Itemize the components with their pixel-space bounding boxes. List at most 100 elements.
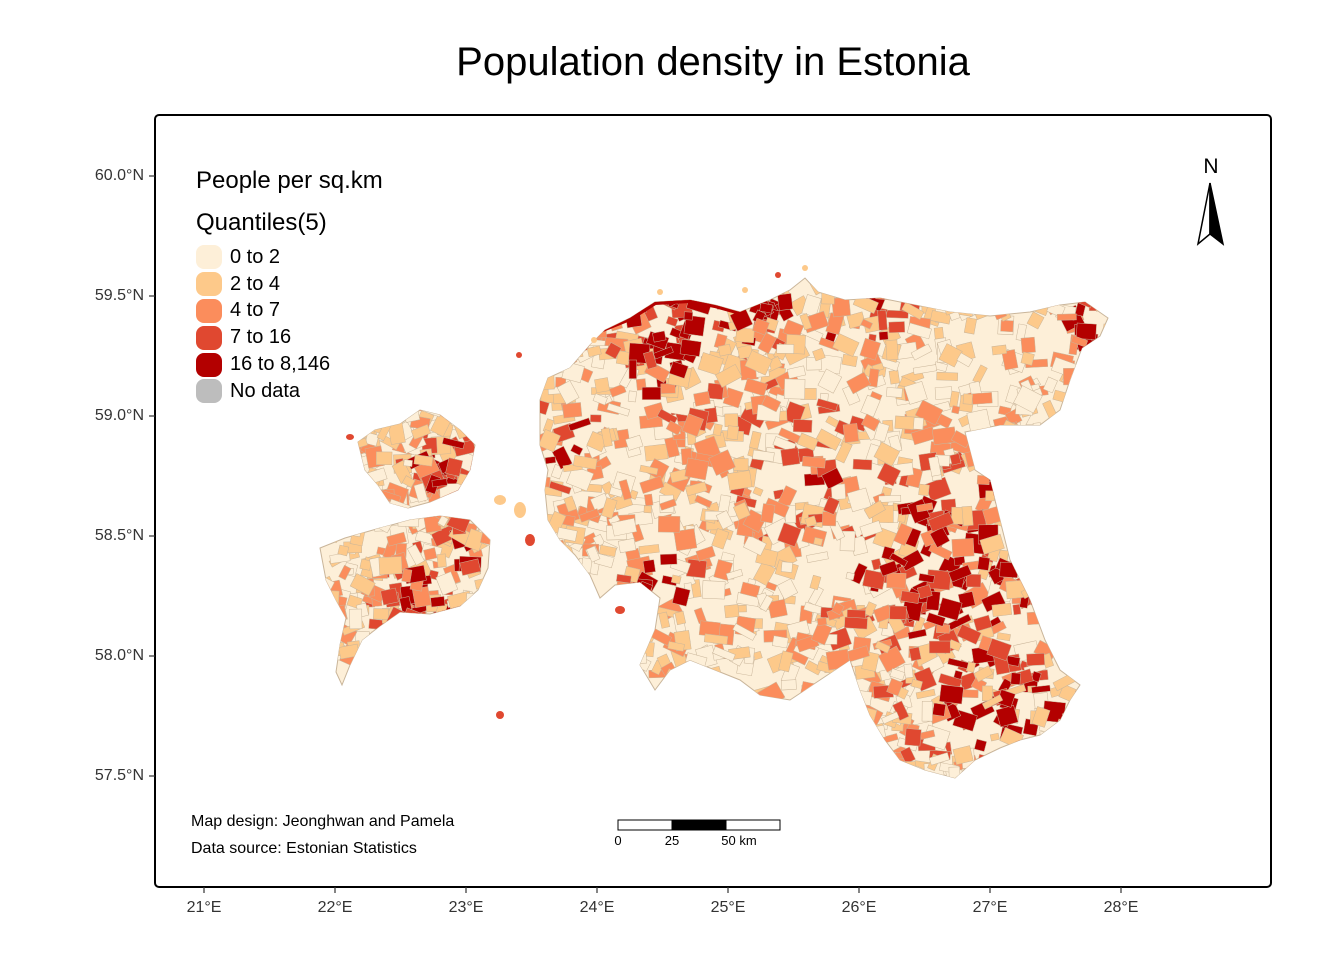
municipality-area: [886, 387, 903, 398]
municipality-area: [759, 719, 778, 737]
municipality-area: [1058, 443, 1076, 461]
legend-item: 7 to 16: [196, 324, 383, 351]
municipality-area: [594, 604, 606, 620]
municipality-area: [743, 534, 767, 556]
municipality-area: [812, 768, 835, 778]
municipality-area: [983, 436, 1010, 458]
municipality-area: [540, 428, 561, 453]
municipality-area: [832, 333, 860, 357]
municipality-area: [386, 531, 407, 547]
municipality-area: [893, 522, 913, 546]
municipality-area: [551, 642, 573, 657]
municipality-area: [556, 754, 566, 765]
municipality-area: [412, 613, 425, 626]
municipality-area: [642, 559, 656, 574]
municipality-area: [603, 291, 627, 307]
municipality-area: [1048, 503, 1061, 519]
municipality-area: [808, 725, 825, 737]
municipality-area: [701, 580, 726, 600]
municipality-area: [448, 410, 460, 422]
municipality-area: [1075, 410, 1102, 429]
municipality-area: [768, 704, 783, 718]
municipality-area: [735, 327, 755, 344]
municipality-area: [540, 680, 554, 703]
municipality-area: [986, 638, 1012, 662]
municipality-area: [683, 687, 700, 701]
municipality-area: [732, 623, 757, 641]
municipality-area: [540, 476, 551, 488]
municipality-area: [1052, 419, 1072, 442]
north-arrow-icon: [1196, 182, 1225, 246]
municipality-area: [724, 413, 739, 428]
municipality-area: [358, 498, 371, 508]
municipality-area: [913, 417, 924, 430]
municipality-area: [345, 675, 357, 685]
municipality-area: [831, 601, 845, 616]
municipality-area: [831, 736, 854, 748]
municipality-area: [1047, 500, 1069, 516]
municipality-area: [367, 516, 389, 529]
municipality-area: [540, 760, 552, 773]
municipality-area: [1026, 311, 1045, 330]
scale-label: 25: [664, 833, 680, 848]
municipality-area: [693, 391, 711, 407]
municipality-area: [686, 558, 708, 579]
municipality-area: [903, 663, 914, 679]
municipality-area: [894, 415, 917, 430]
credit-design: Map design: Jeonghwan and Pamela: [191, 813, 455, 830]
municipality-area: [968, 763, 987, 778]
municipality-area: [995, 704, 1019, 728]
municipality-area: [735, 735, 749, 748]
small-island: [802, 265, 808, 271]
municipality-area: [806, 551, 829, 563]
municipality-area: [320, 532, 332, 542]
municipality-area: [1060, 278, 1091, 299]
municipality-area: [1082, 503, 1107, 527]
municipality-area: [591, 731, 615, 754]
municipality-area: [600, 710, 627, 731]
municipality-area: [414, 653, 432, 674]
legend-label: No data: [230, 379, 301, 402]
municipality-area: [949, 453, 962, 466]
municipality-area: [1061, 708, 1081, 729]
municipality-area: [323, 654, 336, 672]
municipality-area: [358, 425, 362, 442]
municipality-area: [666, 742, 680, 757]
municipality-area: [1095, 589, 1106, 601]
municipality-area: [369, 631, 380, 645]
municipality-area: [903, 380, 928, 405]
municipality-area: [1084, 391, 1107, 404]
municipality-area: [423, 547, 438, 561]
legend-subtitle: Quantiles(5): [196, 209, 327, 236]
legend-swatch: [196, 272, 222, 297]
municipality-area: [805, 764, 827, 777]
municipality-area: [320, 613, 344, 639]
legend-swatch: [196, 352, 222, 377]
municipality-area: [928, 542, 953, 561]
municipality-area: [540, 529, 550, 547]
municipality-area: [1060, 614, 1074, 627]
municipality-area: [1057, 542, 1081, 561]
municipality-area: [639, 298, 649, 308]
municipality-area: [1062, 476, 1081, 492]
municipality-area: [929, 640, 951, 654]
municipality-area: [1070, 335, 1089, 348]
municipality-area: [1099, 374, 1108, 385]
municipality-area: [1097, 513, 1108, 527]
municipality-area: [320, 608, 341, 632]
municipality-area: [714, 363, 743, 388]
municipality-area: [703, 633, 729, 645]
municipality-area: [840, 689, 862, 714]
municipality-area: [888, 321, 906, 334]
municipality-area: [644, 493, 654, 507]
municipality-area: [1085, 351, 1107, 371]
municipality-area: [1056, 431, 1081, 454]
municipality-area: [594, 377, 610, 394]
municipality-area: [886, 572, 907, 589]
lon-label-26: 26°E: [841, 899, 877, 916]
municipality-area: [651, 705, 669, 724]
municipality-area: [464, 410, 475, 418]
municipality-area: [668, 670, 688, 684]
municipality-area: [719, 297, 735, 306]
municipality-area: [825, 648, 851, 671]
